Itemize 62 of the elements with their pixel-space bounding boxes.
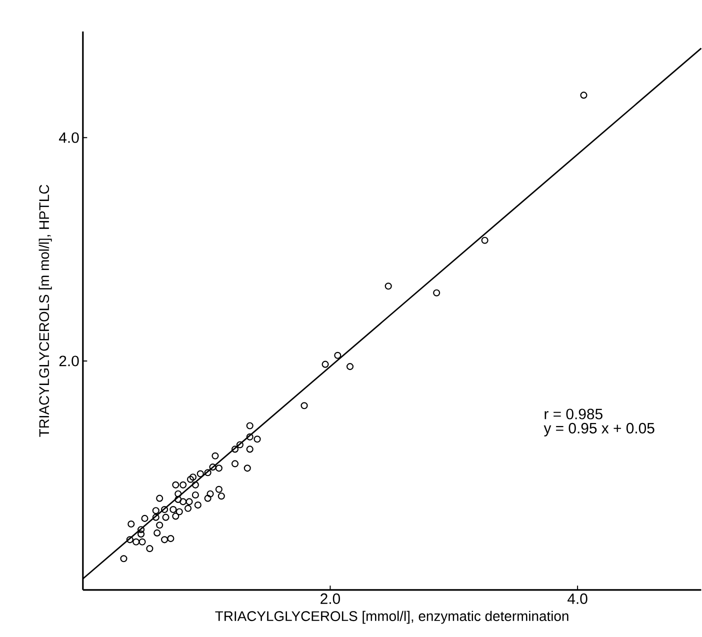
point [152, 514, 160, 521]
point [162, 514, 170, 521]
point [167, 534, 174, 542]
point [192, 481, 199, 488]
point [244, 464, 251, 472]
point [206, 490, 214, 498]
point [212, 452, 219, 460]
point [236, 441, 244, 448]
point [174, 490, 182, 498]
point [128, 520, 135, 528]
point [160, 536, 168, 544]
point [120, 554, 128, 562]
point [186, 476, 194, 483]
point [254, 435, 261, 443]
point [154, 529, 161, 536]
point [334, 352, 342, 359]
annotation: r = 0.985 [544, 408, 602, 420]
point [194, 501, 202, 508]
point [231, 460, 239, 468]
point [300, 402, 308, 410]
point [215, 486, 222, 493]
point [156, 494, 164, 502]
point [146, 544, 154, 552]
point [186, 498, 193, 506]
point [180, 481, 187, 488]
y-axis-title: TRIACYLGLYCEROLS [m mol/l], HPTLC [38, 184, 52, 437]
point [384, 282, 392, 290]
point [170, 506, 177, 513]
point [246, 433, 254, 440]
point [433, 289, 440, 296]
point [176, 508, 183, 516]
point [192, 491, 199, 498]
point [172, 512, 180, 520]
point [189, 473, 197, 481]
point [246, 422, 254, 430]
point [126, 536, 134, 544]
point [152, 506, 160, 514]
point [141, 514, 148, 522]
point [322, 360, 329, 368]
x-axis-title: TRIACYLGLYCEROLS [mmol/l], enzymatic determination [215, 610, 568, 624]
point [204, 494, 212, 502]
point [174, 496, 182, 503]
point [246, 446, 254, 453]
point [184, 504, 192, 512]
point [215, 464, 222, 472]
point [481, 236, 488, 244]
point [204, 468, 212, 476]
point [231, 446, 239, 453]
point [209, 463, 216, 470]
annotation: y = 0.95 x + 0.05 [544, 422, 654, 436]
point [196, 470, 204, 478]
point [137, 526, 145, 534]
point [160, 506, 168, 513]
point [137, 530, 145, 538]
point [180, 498, 187, 506]
point [346, 362, 354, 370]
point [218, 492, 225, 500]
point [580, 92, 588, 99]
point [132, 538, 140, 546]
point [172, 481, 180, 488]
point [138, 538, 146, 546]
point [156, 521, 164, 529]
